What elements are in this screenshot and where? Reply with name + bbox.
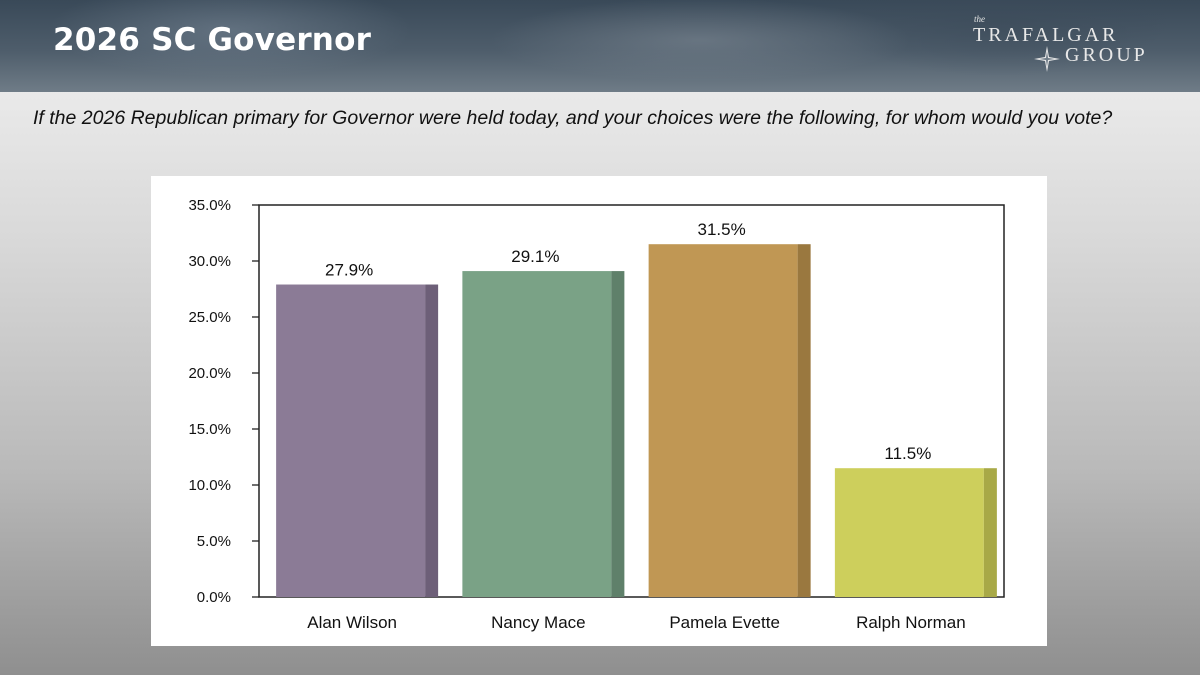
y-tick-label: 15.0%	[188, 421, 231, 438]
category-label: Nancy Mace	[491, 613, 585, 632]
bar-chart: 0.0% 5.0% 10.0% 15.0% 20.0% 25.0% 30.0% 35.0% 27…	[188, 197, 1005, 632]
chart-panel: 0.0% 5.0% 10.0% 15.0% 20.0% 25.0% 30.0% 35.0% 27…	[151, 176, 1047, 646]
plot-frame	[258, 204, 1005, 598]
y-tick-label: 5.0%	[197, 533, 231, 550]
logo-the: the	[974, 14, 985, 24]
value-label: 27.9%	[325, 261, 373, 280]
bar-shade	[611, 271, 625, 597]
bar-shade	[425, 284, 439, 597]
value-label: 31.5%	[698, 220, 746, 239]
y-tick-label: 10.0%	[188, 477, 231, 494]
bar-shade	[797, 244, 811, 597]
y-tick-label: 20.0%	[188, 365, 231, 382]
bar-ralph-norman	[834, 468, 984, 597]
y-tick-label: 25.0%	[188, 309, 231, 326]
survey-question: If the 2026 Republican primary for Gover…	[33, 107, 1113, 129]
trafalgar-logo: the TRAFALGAR GROUP	[970, 14, 1160, 80]
value-label: 11.5%	[884, 444, 931, 463]
y-tick-label: 35.0%	[188, 197, 231, 214]
category-label: Alan Wilson	[307, 613, 397, 632]
bar-shade	[983, 468, 997, 597]
logo-line1: TRAFALGAR	[973, 24, 1119, 46]
compass-star-icon	[1034, 46, 1060, 72]
category-label: Pamela Evette	[669, 613, 780, 632]
value-label: 29.1%	[511, 247, 559, 266]
logo-line2: GROUP	[1065, 44, 1148, 66]
bar-pamela-evette	[648, 244, 798, 597]
bar-nancy-mace	[462, 271, 612, 597]
y-tick-label: 0.0%	[197, 589, 231, 606]
slide-title: 2026 SC Governor	[53, 22, 372, 58]
category-label: Ralph Norman	[856, 613, 966, 632]
y-tick-label: 30.0%	[188, 253, 231, 270]
bar-alan-wilson	[276, 284, 426, 597]
header-banner: 2026 SC Governor the TRAFALGAR GROUP	[0, 0, 1200, 92]
